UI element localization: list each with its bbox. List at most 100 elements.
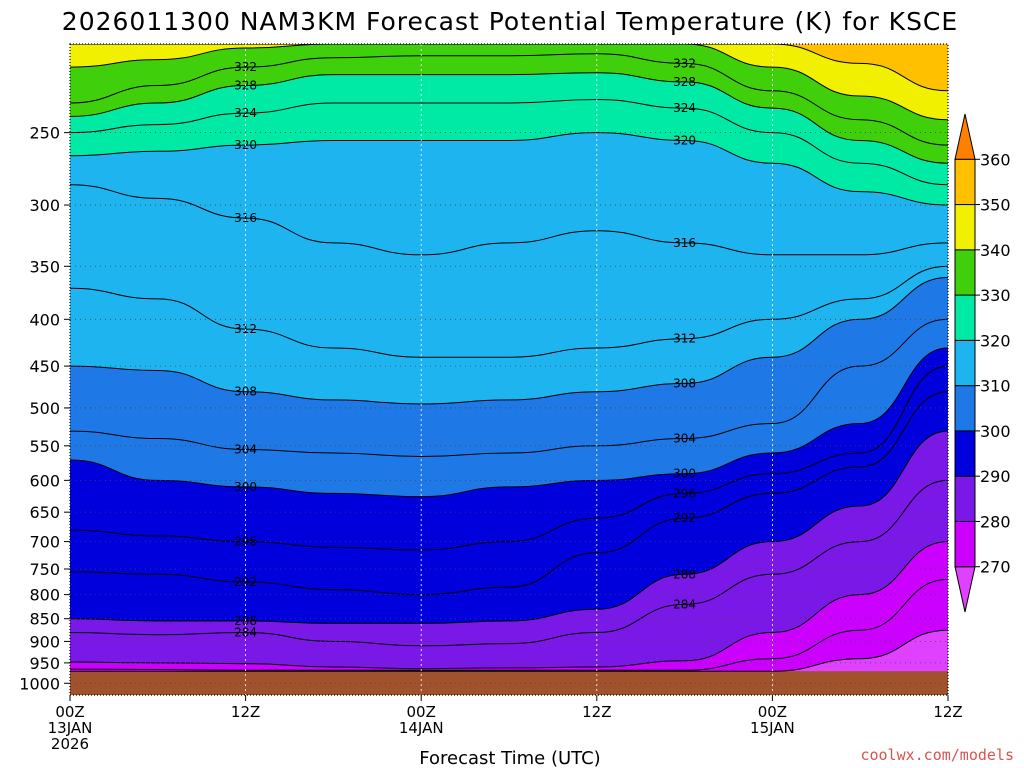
contour-label: 332 bbox=[234, 60, 257, 74]
colorbar-cell bbox=[954, 339, 976, 387]
y-tick-label: 450 bbox=[29, 357, 60, 376]
y-tick-label: 350 bbox=[29, 257, 60, 276]
isentrope-line bbox=[70, 430, 948, 624]
x-tick-label: 13JAN bbox=[48, 719, 93, 737]
colorbar-tick-label: 280 bbox=[980, 512, 1011, 531]
isentrope-line bbox=[70, 53, 948, 146]
isentrope-line bbox=[70, 265, 948, 358]
isentrope-line bbox=[70, 541, 948, 670]
colorbar-tick-label: 310 bbox=[980, 377, 1011, 396]
colorbar-tick-label: 300 bbox=[980, 422, 1011, 441]
isentrope-line bbox=[70, 629, 948, 672]
colorbar-tick-label: 330 bbox=[980, 286, 1011, 305]
chart-title: 2026011300 NAM3KM Forecast Potential Tem… bbox=[62, 7, 958, 36]
y-tick-label: 800 bbox=[29, 586, 60, 605]
contour-label: 288 bbox=[234, 614, 257, 628]
y-tick-label: 750 bbox=[29, 560, 60, 579]
contour-label: 324 bbox=[234, 106, 257, 120]
contour-label: 316 bbox=[673, 236, 696, 250]
plot-area bbox=[70, 44, 948, 695]
colorbar: 270 280 290 300 310 320 330 340 350 360 bbox=[954, 113, 1011, 613]
y-tick-label: 500 bbox=[29, 399, 60, 418]
colorbar-cell bbox=[954, 430, 976, 477]
contour-label: 304 bbox=[673, 432, 696, 446]
y-tick-label: 650 bbox=[29, 503, 60, 522]
contour-label: 284 bbox=[234, 625, 257, 639]
ground-terrain bbox=[70, 671, 948, 695]
contour-label: 292 bbox=[234, 575, 257, 589]
isentrope-line bbox=[70, 44, 948, 92]
x-axis-label: Forecast Time (UTC) bbox=[419, 748, 600, 768]
x-tick-label: 2026 bbox=[51, 735, 89, 753]
y-tick-label: 950 bbox=[29, 654, 60, 673]
x-tick-label: 12Z bbox=[933, 703, 962, 721]
isentrope-line bbox=[70, 44, 948, 121]
colorbar-arrow-high bbox=[954, 113, 976, 160]
colorbar-tick-label: 320 bbox=[980, 331, 1011, 350]
contour-label: 300 bbox=[673, 467, 696, 481]
x-tick-label: 14JAN bbox=[399, 719, 444, 737]
y-tick-label: 700 bbox=[29, 533, 60, 552]
colorbar-tick-label: 360 bbox=[980, 150, 1011, 169]
fill-bands bbox=[70, 44, 948, 695]
contour-label: 308 bbox=[673, 376, 696, 390]
plot-frame bbox=[69, 43, 949, 696]
fill-band bbox=[70, 579, 948, 695]
contour-label: 300 bbox=[234, 480, 257, 494]
isentrope-line bbox=[70, 132, 948, 206]
y-tick-label: 300 bbox=[29, 196, 60, 215]
isentrope-line bbox=[70, 184, 948, 256]
colorbar-cell bbox=[954, 158, 976, 206]
colorbar-tick-label: 270 bbox=[980, 558, 1011, 577]
colorbar-tick-label: 350 bbox=[980, 196, 1011, 215]
x-tick-label: 00Z bbox=[55, 703, 84, 721]
isentrope-line bbox=[70, 365, 948, 551]
contour-label: 296 bbox=[673, 486, 696, 500]
x-tick-label: 00Z bbox=[758, 703, 787, 721]
isentrope-line bbox=[70, 72, 948, 164]
contour-label: 324 bbox=[673, 101, 696, 115]
fill-band bbox=[70, 480, 948, 695]
colorbar-cell bbox=[954, 385, 976, 432]
isentrope-line bbox=[70, 578, 948, 671]
colorbar-cell bbox=[954, 520, 976, 568]
colorbar-tick-label: 340 bbox=[980, 241, 1011, 260]
contour-label: 316 bbox=[234, 211, 257, 225]
x-tick-label: 15JAN bbox=[750, 719, 795, 737]
y-tick-label: 850 bbox=[29, 610, 60, 629]
y-tick-label: 400 bbox=[29, 310, 60, 329]
y-axis: 250 300 350 400 450 500 550 600 650 700 750 800 850 9… bbox=[19, 124, 70, 693]
colorbar-tick-label: 290 bbox=[980, 467, 1011, 486]
grid-layer bbox=[69, 43, 949, 696]
isentrope-line bbox=[70, 98, 948, 186]
x-tick-label: 00Z bbox=[407, 703, 436, 721]
colorbar-cell bbox=[954, 294, 976, 341]
y-tick-label: 250 bbox=[29, 124, 60, 143]
isentrope-line bbox=[70, 277, 948, 405]
isentrope-line bbox=[70, 391, 948, 596]
contour-label: 328 bbox=[673, 75, 696, 89]
contour-label: 320 bbox=[673, 133, 696, 147]
y-tick-label: 900 bbox=[29, 632, 60, 651]
credit-text: coolwx.com/models bbox=[860, 746, 1014, 764]
isentrope-line bbox=[70, 318, 948, 458]
y-tick-label: 550 bbox=[29, 437, 60, 456]
contour-label: 308 bbox=[234, 385, 257, 399]
x-tick-label: 12Z bbox=[582, 703, 611, 721]
colorbar-cell bbox=[954, 204, 976, 251]
contour-label: 288 bbox=[673, 567, 696, 581]
colorbar-cell bbox=[954, 475, 976, 522]
isentrope-line bbox=[70, 347, 948, 498]
contour-label: 332 bbox=[673, 56, 696, 70]
contour-label: 312 bbox=[673, 332, 696, 346]
fill-band bbox=[70, 541, 948, 695]
colorbar-arrow-low bbox=[954, 566, 976, 613]
contour-label: 292 bbox=[673, 511, 696, 525]
contour-label: 284 bbox=[673, 597, 696, 611]
y-tick-label: 1000 bbox=[19, 674, 60, 693]
colorbar-cell bbox=[954, 249, 976, 296]
x-tick-label: 12Z bbox=[231, 703, 260, 721]
